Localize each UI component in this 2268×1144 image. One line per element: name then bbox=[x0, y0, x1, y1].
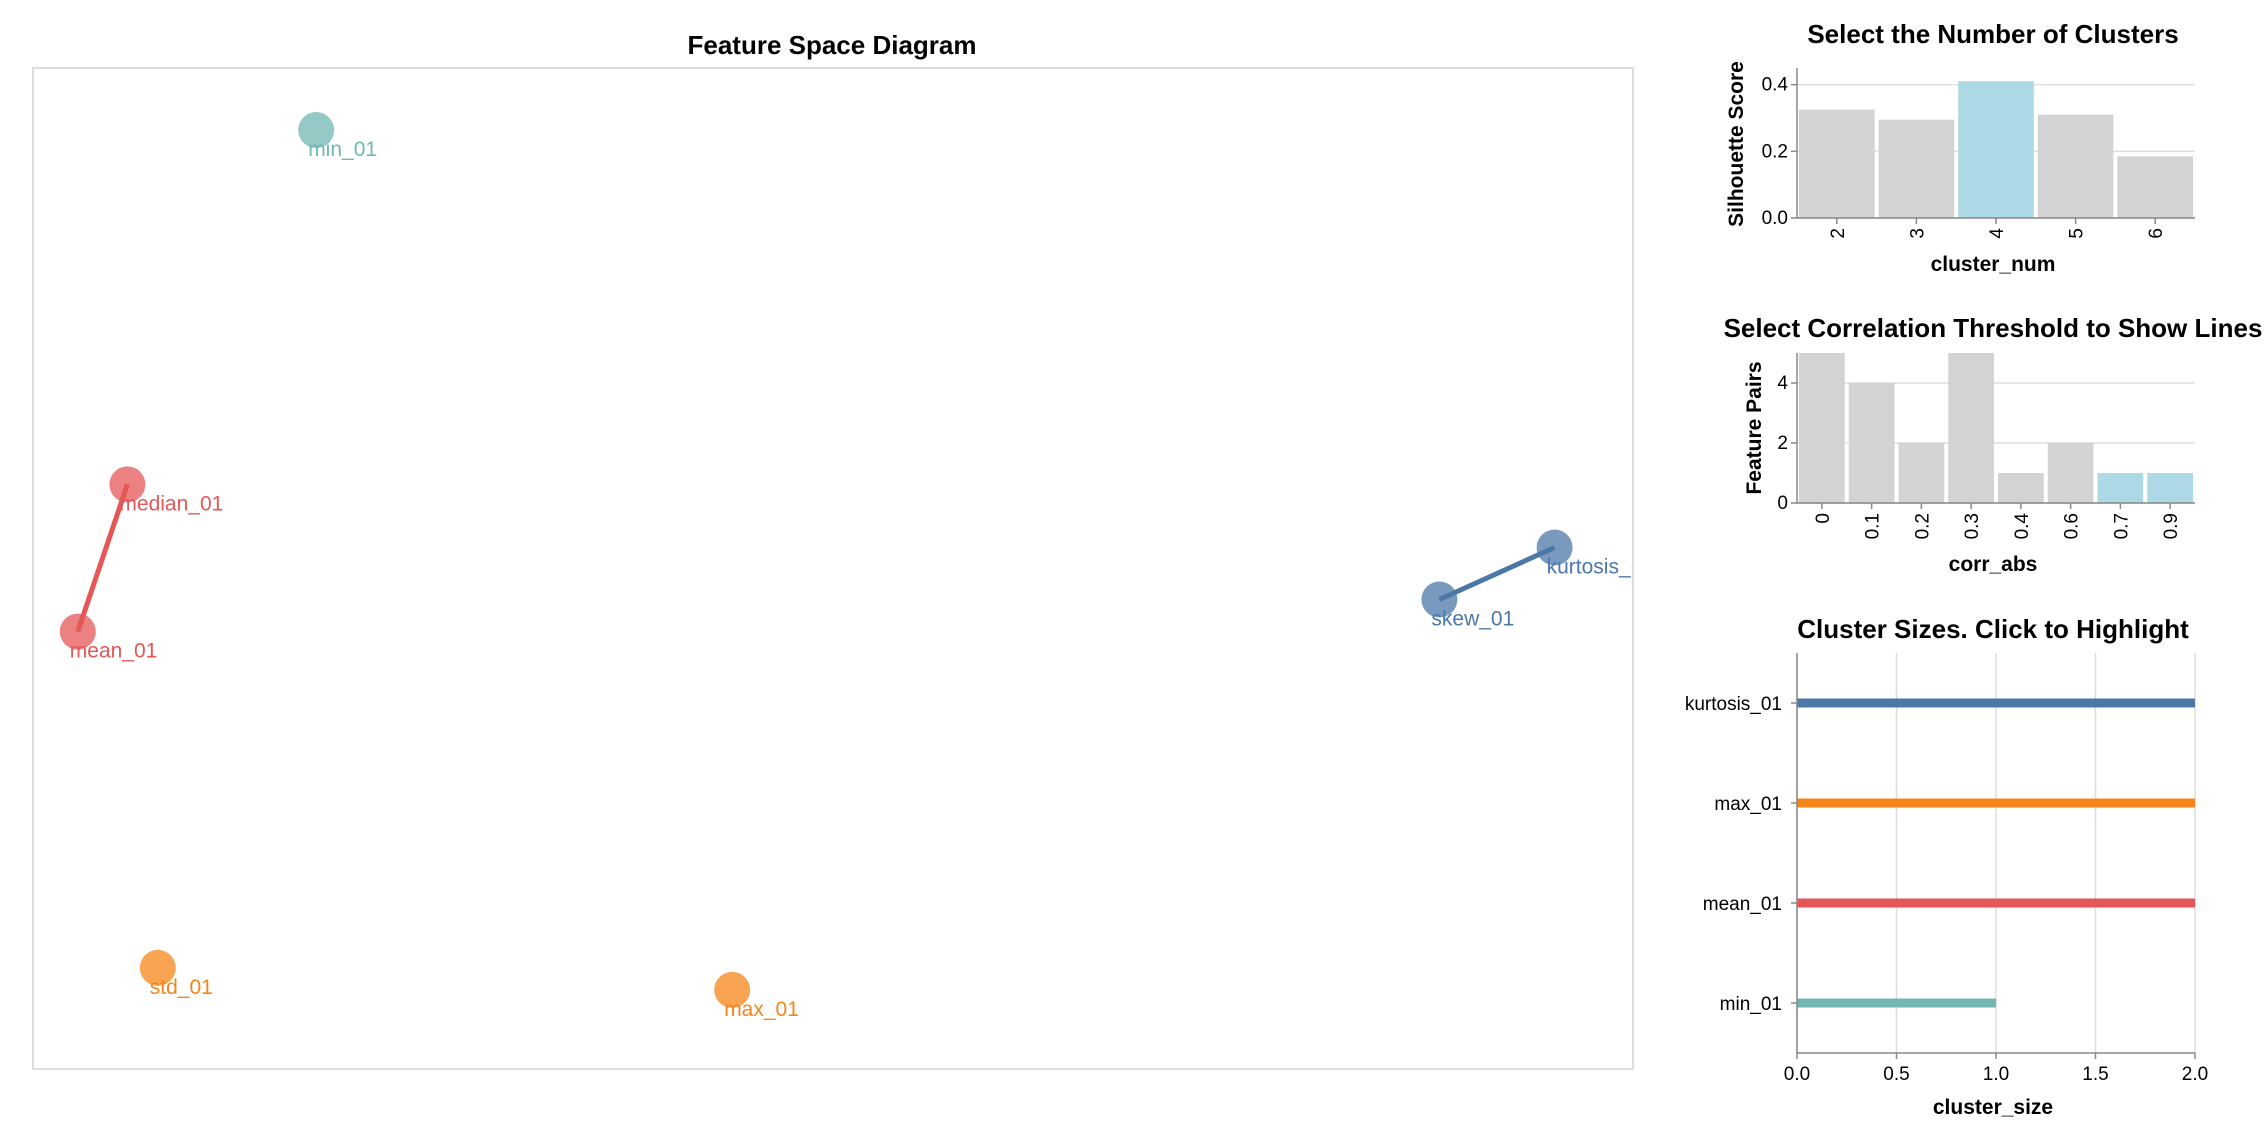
x-tick-label: 0.0 bbox=[1784, 1064, 1810, 1085]
y-tick-label: 4 bbox=[1777, 373, 1788, 394]
bar-0-3[interactable] bbox=[1948, 353, 1994, 503]
cluster-count-y-axis-title: Silhouette Score bbox=[1725, 61, 1748, 227]
y-tick-label-kurtosis-01: kurtosis_01 bbox=[1685, 694, 1782, 715]
node-min-01[interactable] bbox=[298, 112, 335, 149]
x-tick-label-0-2: 0.2 bbox=[1912, 513, 1933, 539]
correlation-threshold-panel: Select Correlation Threshold to Show Lin… bbox=[1724, 313, 2263, 576]
x-tick-label-0: 0 bbox=[1813, 513, 1834, 524]
bar-0-9[interactable] bbox=[2147, 473, 2193, 503]
cluster-sizes-x-axis-title: cluster_size bbox=[1933, 1096, 2053, 1119]
node-label-skew-01: skew_01 bbox=[1431, 608, 1514, 631]
node-median-01[interactable] bbox=[109, 466, 146, 503]
cluster-count-x-axis-title: cluster_num bbox=[1931, 253, 2056, 276]
x-tick-label-5: 5 bbox=[2067, 228, 2088, 239]
node-std-01[interactable] bbox=[139, 949, 176, 986]
x-tick-label-3: 3 bbox=[1907, 228, 1928, 239]
node-kurtosis[interactable] bbox=[1536, 529, 1573, 566]
feature-space-panel: Feature Space Diagram min_01 median_01mea… bbox=[32, 30, 1634, 1070]
cluster-count-chart[interactable]: 0.0 0.2 0.4 2 3 4 5 6 bbox=[1762, 68, 2195, 239]
x-tick-label-0-1: 0.1 bbox=[1863, 513, 1884, 539]
y-tick-label-min-01: min_01 bbox=[1720, 994, 1782, 1015]
bar-0-7[interactable] bbox=[2097, 473, 2144, 503]
feature-space-title: Feature Space Diagram bbox=[687, 30, 976, 60]
bar-0-6[interactable] bbox=[2047, 443, 2094, 503]
bar-6[interactable] bbox=[2117, 156, 2193, 218]
node-label-mean-01: mean_01 bbox=[70, 640, 158, 663]
node-mean-01[interactable] bbox=[59, 613, 96, 650]
node-label-std-01: std_01 bbox=[150, 976, 213, 999]
y-tick-label: 0 bbox=[1777, 493, 1788, 514]
y-tick-label: 2 bbox=[1777, 433, 1788, 454]
correlation-threshold-title: Select Correlation Threshold to Show Lin… bbox=[1724, 313, 2263, 343]
link-median-01-mean-01 bbox=[75, 483, 130, 633]
cluster-sizes-title: Cluster Sizes. Click to Highlight bbox=[1797, 614, 2189, 644]
x-tick-label-0-6: 0.6 bbox=[2062, 513, 2083, 539]
y-tick-label: 0.0 bbox=[1762, 208, 1788, 229]
feature-links bbox=[75, 483, 1556, 633]
x-tick-label: 0.5 bbox=[1883, 1064, 1909, 1085]
y-tick-label: 0.4 bbox=[1762, 75, 1789, 96]
feature-nodes[interactable]: min_01 median_01 mean_01 kurtosis_ skew_01st… bbox=[59, 112, 1631, 1021]
x-tick-label-0-4: 0.4 bbox=[2012, 513, 2033, 540]
y-tick-label-max-01: max_01 bbox=[1714, 794, 1782, 815]
bar-3[interactable] bbox=[1878, 119, 1955, 218]
bar-0-4[interactable] bbox=[1998, 473, 2044, 503]
bar-4[interactable] bbox=[1958, 81, 2034, 218]
bar-5[interactable] bbox=[2037, 114, 2114, 218]
bar-2[interactable] bbox=[1799, 109, 1875, 218]
node-skew-01[interactable] bbox=[1421, 581, 1458, 618]
x-tick-label: 1.0 bbox=[1983, 1064, 2009, 1085]
x-tick-label-0-9: 0.9 bbox=[2161, 513, 2182, 539]
correlation-threshold-chart[interactable]: 0 2 4 0 0.1 0.2 0.3 0.4 0.6 0.7 0.9 bbox=[1777, 353, 2195, 539]
node-label-kurtosis: kurtosis_ bbox=[1547, 555, 1631, 578]
y-tick-label: 0.2 bbox=[1762, 141, 1788, 162]
correlation-threshold-x-axis-title: corr_abs bbox=[1949, 553, 2038, 576]
x-tick-label: 1.5 bbox=[2082, 1064, 2108, 1085]
node-max-01[interactable] bbox=[714, 971, 751, 1008]
bar-0-2[interactable] bbox=[1898, 443, 1945, 503]
node-label-median-01: median_01 bbox=[119, 492, 223, 515]
cluster-count-title: Select the Number of Clusters bbox=[1807, 19, 2178, 49]
bar-0[interactable] bbox=[1799, 353, 1845, 503]
x-tick-label-0-7: 0.7 bbox=[2111, 513, 2132, 539]
cluster-sizes-chart[interactable]: 0.0 0.5 1.0 1.5 2.0 kurtosis_01 max_01 mean_01m… bbox=[1685, 653, 2208, 1085]
bar-0-1[interactable] bbox=[1848, 383, 1895, 503]
x-tick-label-6: 6 bbox=[2146, 228, 2167, 239]
node-label-max-01: max_01 bbox=[724, 998, 799, 1021]
cluster-sizes-panel: Cluster Sizes. Click to Highlight 0.0 0.5… bbox=[1685, 614, 2208, 1119]
x-tick-label-2: 2 bbox=[1828, 228, 1849, 239]
x-tick-label-0-3: 0.3 bbox=[1962, 513, 1983, 539]
correlation-threshold-y-axis-title: Feature Pairs bbox=[1743, 361, 1766, 494]
y-tick-label-mean-01: mean_01 bbox=[1703, 894, 1782, 915]
node-label-min-01: min_01 bbox=[308, 138, 377, 161]
feature-space-frame bbox=[32, 67, 1634, 1070]
x-tick-label: 2.0 bbox=[2182, 1064, 2208, 1085]
cluster-count-panel: Select the Number of Clusters 0.0 0.2 0.4 2… bbox=[1725, 19, 2195, 276]
link-kurtosis-skew-01 bbox=[1438, 545, 1556, 602]
x-tick-label-4: 4 bbox=[1987, 228, 2008, 239]
